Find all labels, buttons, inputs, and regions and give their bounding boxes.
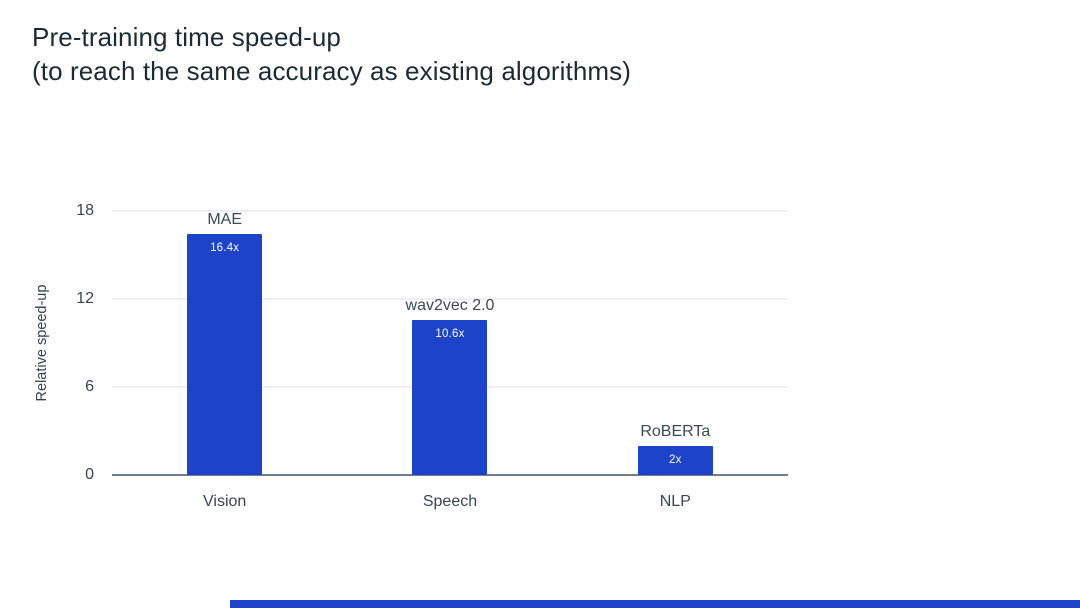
bar: 10.6x xyxy=(412,319,488,475)
x-axis-labels: Vision Speech NLP xyxy=(112,475,788,511)
bar-label: wav2vec 2.0 xyxy=(405,296,495,314)
y-tick-label: 18 xyxy=(76,202,94,219)
gridline xyxy=(112,210,788,212)
bar-label: RoBERTa xyxy=(640,422,711,440)
chart-title-line2: (to reach the same accuracy as existing … xyxy=(32,56,632,86)
y-tick-label: 6 xyxy=(85,378,94,395)
bar-group-speech: wav2vec 2.0 10.6x xyxy=(337,211,562,475)
bar-value-label: 10.6x xyxy=(435,327,465,340)
x-tick-label: Vision xyxy=(203,493,247,510)
bars-row: MAE 16.4x wav2vec 2.0 10.6x RoBERTa 2x xyxy=(112,211,788,475)
bar: 16.4x xyxy=(187,234,263,475)
bar-value-label: 16.4x xyxy=(210,242,240,255)
gridline xyxy=(112,298,788,300)
plot-area: MAE 16.4x wav2vec 2.0 10.6x RoBERTa 2x Vision… xyxy=(76,202,788,510)
chart-title-line1: Pre-training time speed-up xyxy=(32,22,341,52)
x-tick-label: NLP xyxy=(659,493,691,510)
bar: 2x xyxy=(637,445,713,475)
x-tick-label: Speech xyxy=(422,493,478,510)
bar-group-vision: MAE 16.4x xyxy=(112,211,337,475)
y-tick-label: 0 xyxy=(85,466,94,483)
bottom-accent-bar xyxy=(230,600,1080,608)
bar-value-label: 2x xyxy=(669,453,682,466)
y-tick-label: 12 xyxy=(76,290,94,307)
bar-label: MAE xyxy=(207,211,242,229)
chart-title: Pre-training time speed-up (to reach the… xyxy=(32,20,631,88)
x-axis-line xyxy=(112,474,788,476)
bar-group-nlp: RoBERTa 2x xyxy=(563,211,788,475)
